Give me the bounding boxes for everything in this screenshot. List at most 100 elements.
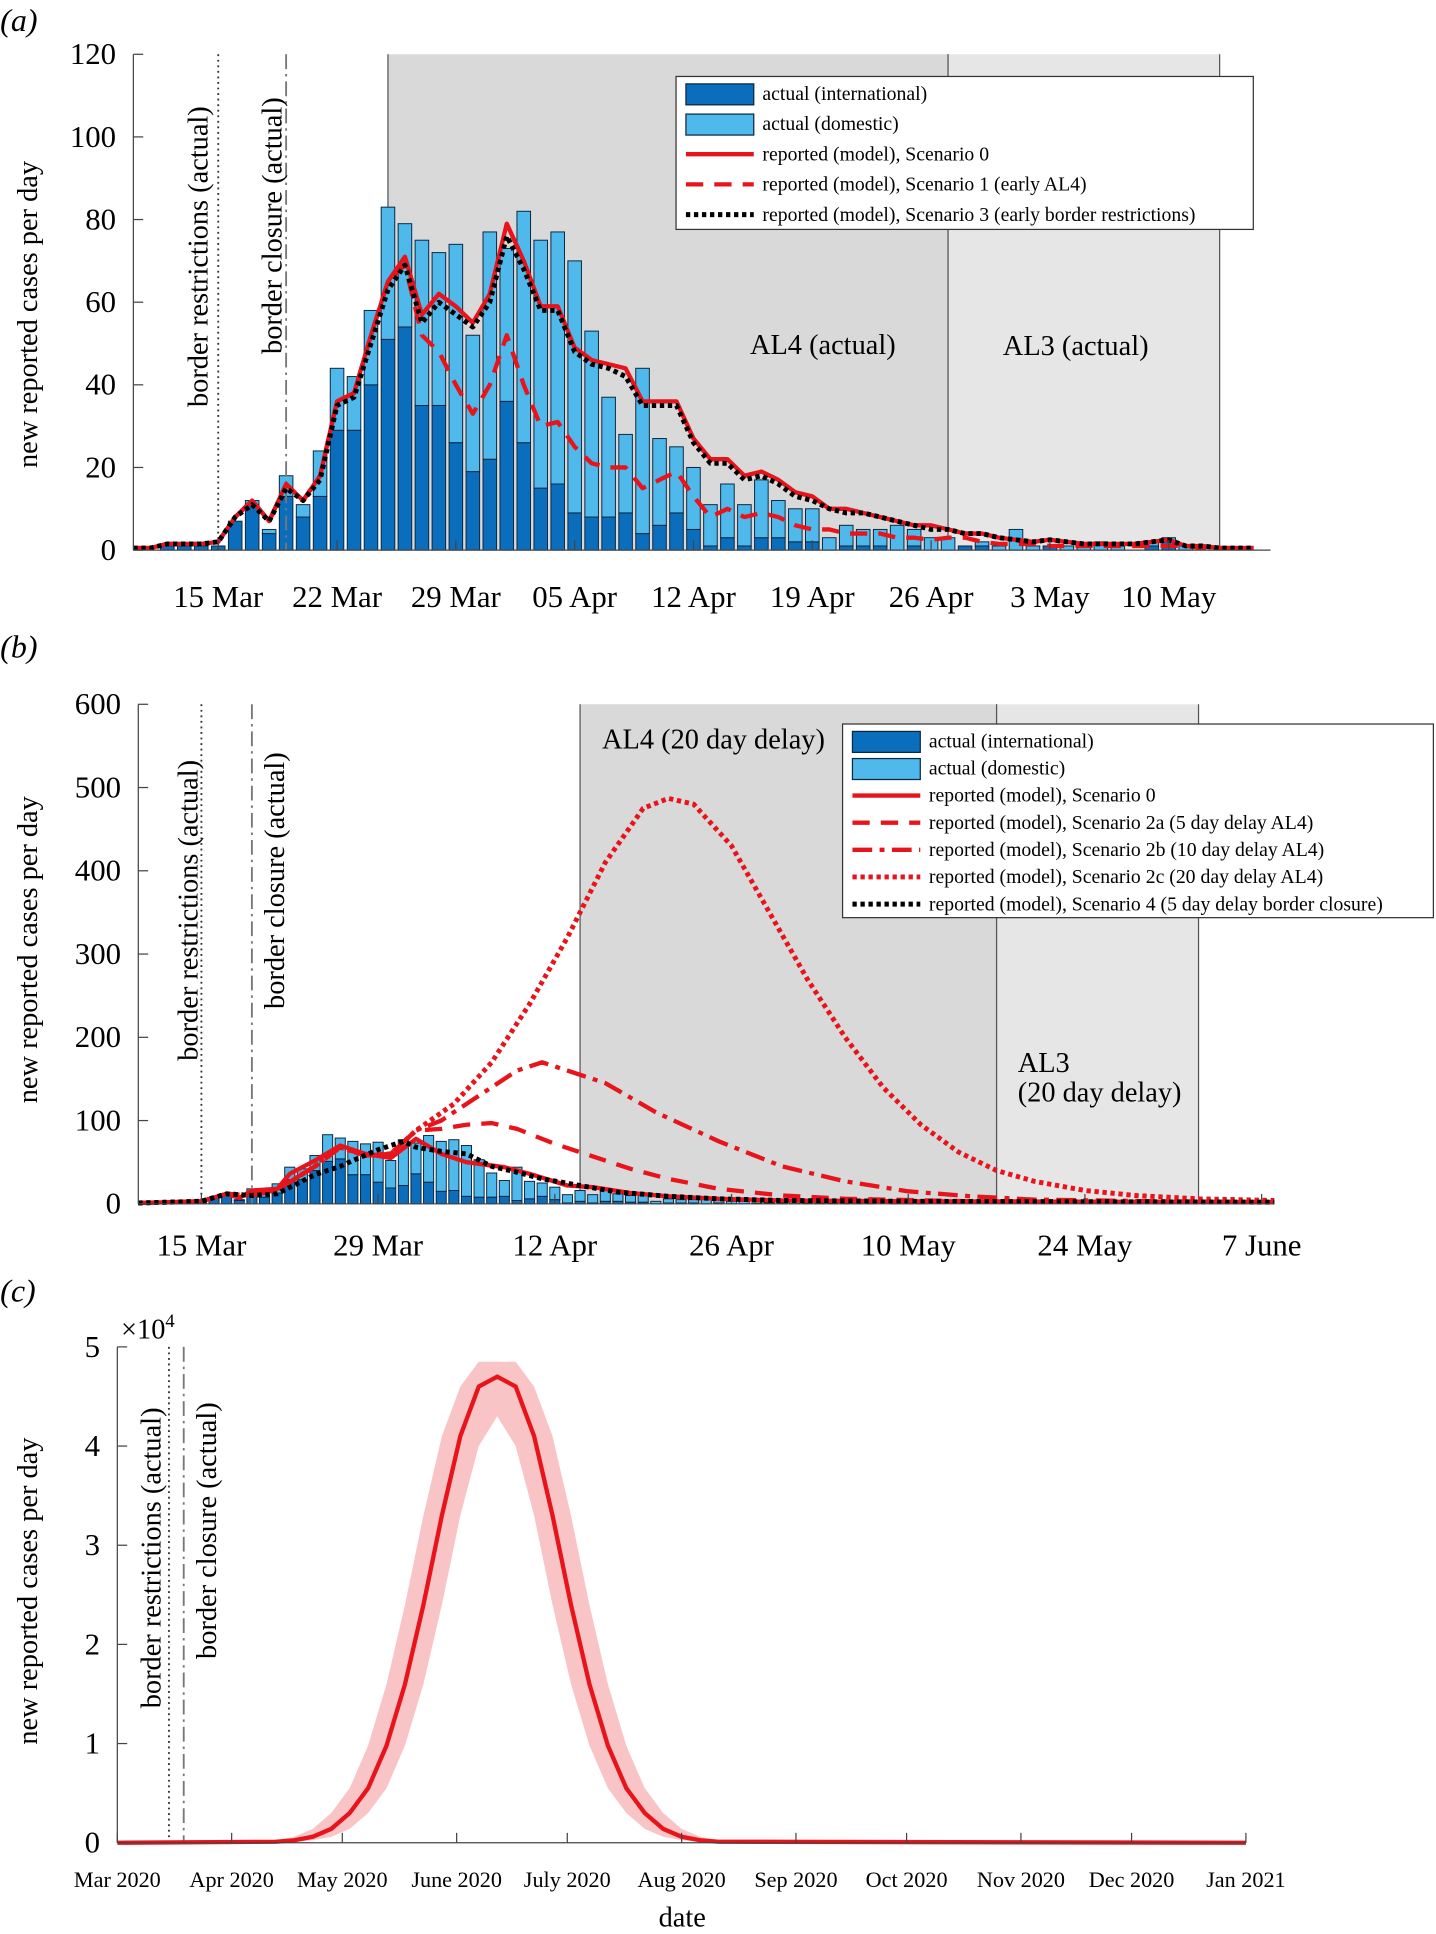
y-tick-label: 80 <box>85 202 116 236</box>
bar-international <box>635 533 650 551</box>
y-tick-label: 60 <box>85 285 116 319</box>
y-multiplier-base: ×10 <box>121 1314 165 1345</box>
x-tick-label: 15 Mar <box>173 580 263 614</box>
legend: actual (international) actual (domestic) r… <box>841 723 1434 919</box>
x-tick-label: 29 Mar <box>333 1229 423 1263</box>
bar-international <box>737 545 752 551</box>
bar-domestic <box>612 1193 624 1202</box>
legend-entry: reported (model), Scenario 1 (early AL4) <box>762 174 1086 196</box>
y-tick-label: 400 <box>75 854 121 888</box>
bar-international <box>465 471 481 551</box>
y-tick-label: 100 <box>70 120 116 154</box>
y-axis-label: new reported cases per day <box>13 795 44 1103</box>
x-tick-label: 26 Apr <box>689 1229 774 1263</box>
y-tick-label: 5 <box>85 1330 100 1364</box>
bar-international <box>754 537 769 551</box>
bar-domestic <box>359 1143 372 1176</box>
bar-international <box>957 545 973 551</box>
bar-domestic <box>410 1142 422 1175</box>
bar-domestic <box>295 504 311 518</box>
bar-domestic <box>423 1135 435 1183</box>
legend-entry: reported (model), Scenario 2b (10 day de… <box>929 839 1324 861</box>
y-tick-label: 40 <box>85 368 116 402</box>
bar-international <box>431 404 447 551</box>
y-tick-label: 600 <box>75 687 121 721</box>
event-label: border closure (actual) <box>257 97 288 354</box>
region-label: AL3 (actual) <box>1003 331 1149 362</box>
bar-domestic <box>561 1194 573 1204</box>
legend-entry: reported (model), Scenario 4 (5 day dela… <box>929 893 1383 915</box>
bar-international <box>363 384 379 551</box>
bar-domestic <box>587 1194 599 1204</box>
y-tick-label: 3 <box>85 1528 100 1562</box>
x-tick-label: 19 Apr <box>770 580 855 614</box>
x-tick-label: 29 Mar <box>411 580 501 614</box>
panel-a: (a) border restrictions (actual) border cl… <box>0 2 1271 614</box>
y-tick-label: 1 <box>85 1726 100 1760</box>
y-multiplier-exponent: 4 <box>165 1312 174 1332</box>
legend-swatch <box>851 730 921 754</box>
bar-international <box>524 1198 536 1205</box>
bar-international <box>346 429 362 551</box>
x-tick-label: May 2020 <box>297 1867 388 1892</box>
series-line <box>138 1120 1275 1206</box>
bar-international <box>193 545 209 551</box>
bar-international <box>771 537 786 551</box>
bar-domestic <box>448 1139 460 1191</box>
bar-international <box>380 338 396 551</box>
legend-entry: actual (domestic) <box>929 758 1065 780</box>
y-tick-label: 20 <box>85 450 116 484</box>
x-tick-label: Nov 2020 <box>977 1867 1065 1892</box>
event-label: border restrictions (actual) <box>183 106 214 407</box>
bar-international <box>448 1190 460 1205</box>
bar-international <box>312 495 328 551</box>
bar-domestic <box>261 528 277 535</box>
legend-entry: actual (international) <box>762 83 927 105</box>
region-label: (20 day delay) <box>1018 1077 1182 1108</box>
bar-international <box>533 487 549 551</box>
central-line <box>117 1374 1246 1845</box>
legend-entry: reported (model), Scenario 2a (5 day del… <box>929 812 1313 834</box>
y-axis-label: new reported cases per day <box>13 160 44 468</box>
bar-international <box>410 1173 422 1205</box>
legend-entry: actual (domestic) <box>762 113 898 135</box>
bar-domestic <box>821 537 837 551</box>
bar-domestic <box>550 231 565 485</box>
legend-entry: reported (model), Scenario 2c (20 day de… <box>929 866 1323 888</box>
series-line <box>138 1136 1275 1206</box>
panel-label: (b) <box>0 628 37 664</box>
x-tick-label: Mar 2020 <box>74 1867 161 1892</box>
bar-international <box>486 1196 498 1205</box>
bar-domestic <box>625 1194 637 1203</box>
bar-domestic <box>686 466 701 530</box>
y-multiplier: ×104 <box>121 1312 175 1345</box>
y-tick-label: 0 <box>85 1826 100 1860</box>
bar-domestic <box>1025 545 1041 551</box>
x-tick-label: 3 May <box>1010 580 1090 614</box>
x-axis-label: date <box>659 1903 706 1934</box>
bar-domestic <box>414 239 430 406</box>
bar-international <box>482 458 498 551</box>
bar-international <box>295 516 311 551</box>
x-tick-label: 22 Mar <box>292 580 382 614</box>
bar-domestic <box>385 1160 397 1189</box>
bar-domestic <box>486 1172 498 1198</box>
bar-international <box>906 545 922 551</box>
uncertainty-band <box>117 1361 1246 1843</box>
bar-international <box>499 400 515 551</box>
bar-international <box>618 512 633 551</box>
y-tick-label: 2 <box>85 1627 100 1661</box>
x-tick-label: 12 Apr <box>512 1229 597 1263</box>
legend-swatch <box>685 83 755 106</box>
bar-domestic <box>635 367 650 535</box>
x-tick-label: 10 May <box>861 1229 957 1263</box>
y-axis-label: new reported cases per day <box>13 1437 44 1745</box>
y-tick-label: 0 <box>101 533 116 567</box>
legend-box <box>841 723 1434 919</box>
series-line <box>138 1060 1275 1206</box>
bar-domestic <box>372 1141 384 1183</box>
bar-domestic <box>498 1180 510 1197</box>
bar-international <box>788 541 803 551</box>
y-tick-label: 300 <box>75 937 121 971</box>
